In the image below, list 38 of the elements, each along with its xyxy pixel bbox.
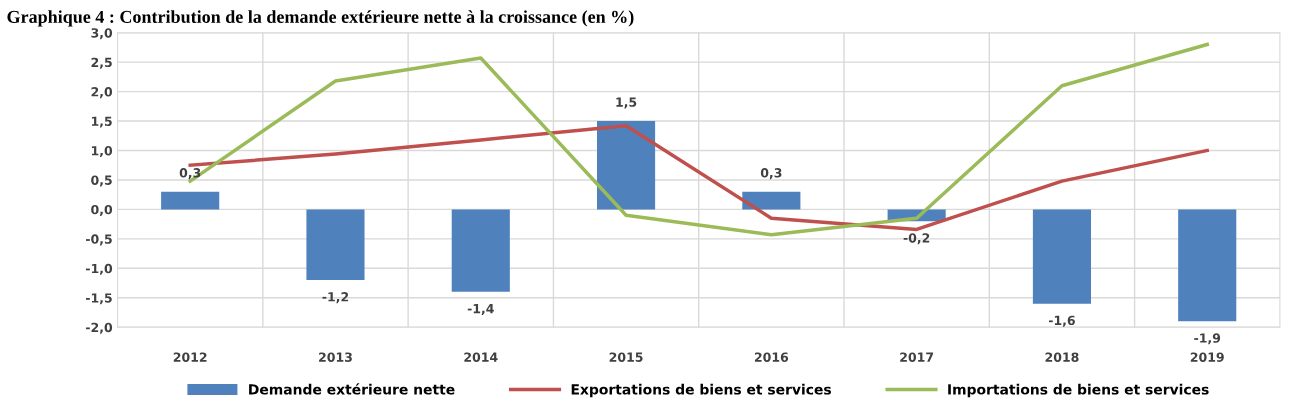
data-label: -0,2 <box>903 233 930 245</box>
x-tick-label: 2016 <box>754 352 789 362</box>
y-tick-label: 2,5 <box>91 57 112 69</box>
data-label: -1,4 <box>467 304 494 315</box>
x-tick-label: 2015 <box>609 352 643 362</box>
x-tick-label: 2019 <box>1190 352 1224 362</box>
bar <box>306 209 365 281</box>
data-label: 1,5 <box>616 97 637 109</box>
y-tick-label: 0,5 <box>91 175 112 187</box>
y-tick-label: 0,0 <box>91 204 113 216</box>
x-tick-label: 2013 <box>319 352 352 362</box>
bar <box>161 191 220 210</box>
bar <box>742 191 801 210</box>
x-tick-label: 2014 <box>464 352 498 362</box>
bar <box>451 209 510 292</box>
x-tick-label: 2018 <box>1045 352 1079 362</box>
x-tick-label: 2012 <box>173 352 207 362</box>
data-label: 0,3 <box>760 168 782 180</box>
legend-label: Demande extérieure nette <box>249 383 455 395</box>
legend-label: Exportations de biens et services <box>571 383 831 398</box>
y-tick-label: 2,0 <box>91 87 113 99</box>
bar <box>1178 209 1237 322</box>
bar <box>1032 209 1091 304</box>
data-label: 0,3 <box>179 168 201 180</box>
y-tick-label: -1,5 <box>86 293 112 305</box>
y-tick-label: -1,0 <box>86 263 113 275</box>
data-label: -1,6 <box>1048 315 1075 327</box>
y-tick-label: 1,5 <box>91 116 112 128</box>
y-tick-label: 3,0 <box>91 28 113 40</box>
legend-label: Importations de biens et services <box>948 383 1209 398</box>
data-label: -1,2 <box>322 292 349 304</box>
y-tick-label: -0,5 <box>86 234 112 246</box>
chart-title: Graphique 4 : Contribution de la demande extérieure nette à la croissance (en %) <box>7 10 634 27</box>
y-tick-label: -2,0 <box>86 322 113 334</box>
bar <box>597 121 656 210</box>
y-tick-label: 1,0 <box>91 145 113 158</box>
data-label: -1,9 <box>1194 333 1221 345</box>
x-tick-label: 2017 <box>900 352 934 362</box>
